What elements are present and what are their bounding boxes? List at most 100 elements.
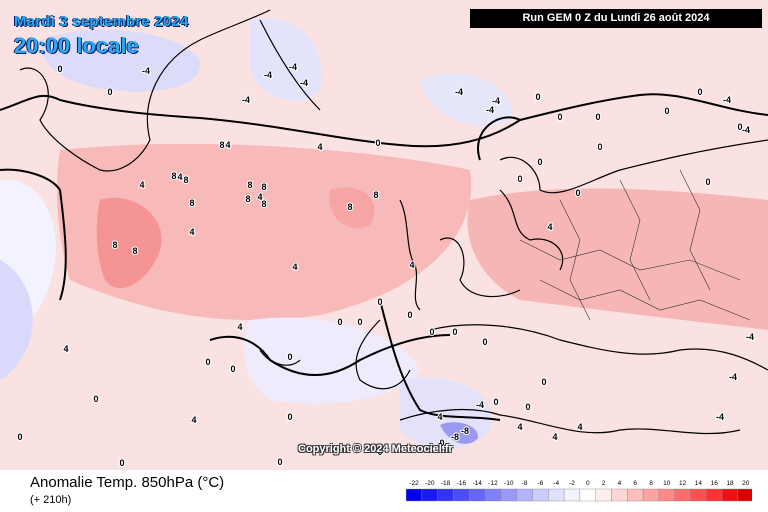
contour-value-label: 0	[337, 317, 342, 327]
legend-color-swatch	[453, 488, 470, 502]
contour-value-label: 4	[409, 260, 414, 270]
contour-value-label: 0	[517, 174, 522, 184]
contour-value-label: -4	[486, 105, 494, 115]
contour-value-label: 8	[261, 199, 266, 209]
contour-value-label: 0	[452, 327, 457, 337]
legend-tick-label: 8	[649, 480, 653, 487]
contour-value-label: -4	[723, 95, 731, 105]
contour-value-label: 8	[189, 198, 194, 208]
contour-value-label: 0	[119, 458, 124, 468]
legend-tick-label: -4	[553, 480, 559, 487]
border-line-3	[559, 199, 591, 321]
contour-value-label: 4	[191, 415, 196, 425]
legend-tick-label: 4	[618, 480, 622, 487]
border-line-1	[519, 239, 741, 281]
legend-tick-label: -16	[457, 480, 467, 487]
contour-value-label: 0	[357, 317, 362, 327]
variable-title: Anomalie Temp. 850hPa (°C)	[30, 474, 225, 491]
legend-color-swatch	[484, 488, 502, 502]
coast-mediterranean	[429, 324, 768, 371]
lead-time: (+ 210h)	[30, 494, 72, 506]
coast-north-sea	[439, 237, 521, 298]
contour-value-label: 0	[375, 138, 380, 148]
legend-tick-label: 18	[726, 480, 734, 487]
contour-value-label: 0	[377, 297, 382, 307]
contour-value-label: 0	[57, 64, 62, 74]
legend-tick-label: -2	[569, 480, 575, 487]
contour-zero-west	[0, 168, 67, 301]
legend-tick-label: 20	[742, 480, 750, 487]
contour-value-label: 0	[525, 402, 530, 412]
legend-color-swatch	[642, 488, 660, 502]
cool-region-iberia	[244, 317, 420, 404]
contour-value-label: 0	[205, 357, 210, 367]
contour-value-label: 4	[63, 344, 68, 354]
contour-value-label: 0	[541, 377, 546, 387]
contour-value-label: 0	[93, 394, 98, 404]
contour-value-label: 4	[257, 192, 262, 202]
contour-value-label: 0	[597, 142, 602, 152]
contour-value-label: 4	[317, 142, 322, 152]
legend-tick-label: -6	[538, 480, 544, 487]
contour-value-label: 0	[575, 188, 580, 198]
coast-british-isles	[399, 199, 421, 311]
legend-color-swatch	[563, 488, 581, 502]
model-run-info: Run GEM 0 Z du Lundi 26 août 2024	[470, 9, 762, 28]
contour-value-label: 4	[577, 422, 582, 432]
cold-core-atlas	[440, 422, 479, 444]
legend-tick-label: 6	[633, 480, 637, 487]
coast-scandinavia	[499, 139, 768, 194]
legend-color-swatch	[611, 488, 628, 502]
coast-svalbard	[259, 19, 321, 111]
contour-value-label: -8	[451, 432, 459, 442]
legend-tick-label: -22	[409, 480, 419, 487]
contour-value-label: 4	[225, 140, 230, 150]
contour-value-label: 0	[429, 327, 434, 337]
contour-value-label: -4	[729, 372, 737, 382]
warm-core-atlantic	[96, 197, 162, 289]
contour-value-label: 0	[697, 87, 702, 97]
contour-value-label: -4	[455, 87, 463, 97]
country-borders	[519, 169, 751, 321]
contour-value-label: 4	[437, 412, 442, 422]
contour-value-label: -4	[476, 400, 484, 410]
cold-pool-svalbard	[250, 18, 322, 101]
legend-color-swatch	[405, 488, 423, 502]
legend-color-swatch	[516, 488, 533, 502]
contour-value-label: -4	[746, 332, 754, 342]
contour-value-label: 8	[112, 240, 117, 250]
legend-color-swatch	[500, 488, 517, 502]
legend-color-swatch	[548, 488, 565, 502]
contour-value-label: 8	[347, 202, 352, 212]
legend-color-swatch	[532, 488, 549, 502]
contour-value-label: -8	[461, 426, 469, 436]
zero-contours	[0, 93, 768, 421]
coast-baltic	[499, 189, 564, 271]
contour-value-label: 0	[17, 432, 22, 442]
legend-color-swatch	[579, 488, 596, 502]
legend-color-swatch	[437, 488, 454, 502]
contour-value-label: 0	[705, 177, 710, 187]
contour-value-label: 0	[557, 112, 562, 122]
contour-value-label: -4	[289, 62, 297, 72]
contour-value-label: 0	[737, 122, 742, 132]
legend-color-swatch	[469, 488, 486, 502]
contour-value-label: -4	[142, 66, 150, 76]
warm-anomaly-europe	[467, 188, 768, 330]
legend-tick-label: 2	[602, 480, 606, 487]
legend-color-swatch	[595, 488, 612, 502]
map-footer: Anomalie Temp. 850hPa (°C) (+ 210h) -22-…	[0, 470, 768, 512]
copyright-notice: Copyright © 2024 Meteociel.fr	[298, 443, 453, 455]
contour-value-label: 0	[230, 364, 235, 374]
coast-iberia	[355, 319, 411, 390]
contour-value-label: -4	[242, 95, 250, 105]
contour-value-label: 8	[171, 171, 176, 181]
legend-color-swatch	[721, 488, 739, 502]
legend-color-swatch	[658, 488, 675, 502]
contour-value-label: -4	[492, 96, 500, 106]
contour-value-label: 0	[287, 352, 292, 362]
contour-value-label: 8	[373, 190, 378, 200]
contour-value-label: 4	[517, 422, 522, 432]
